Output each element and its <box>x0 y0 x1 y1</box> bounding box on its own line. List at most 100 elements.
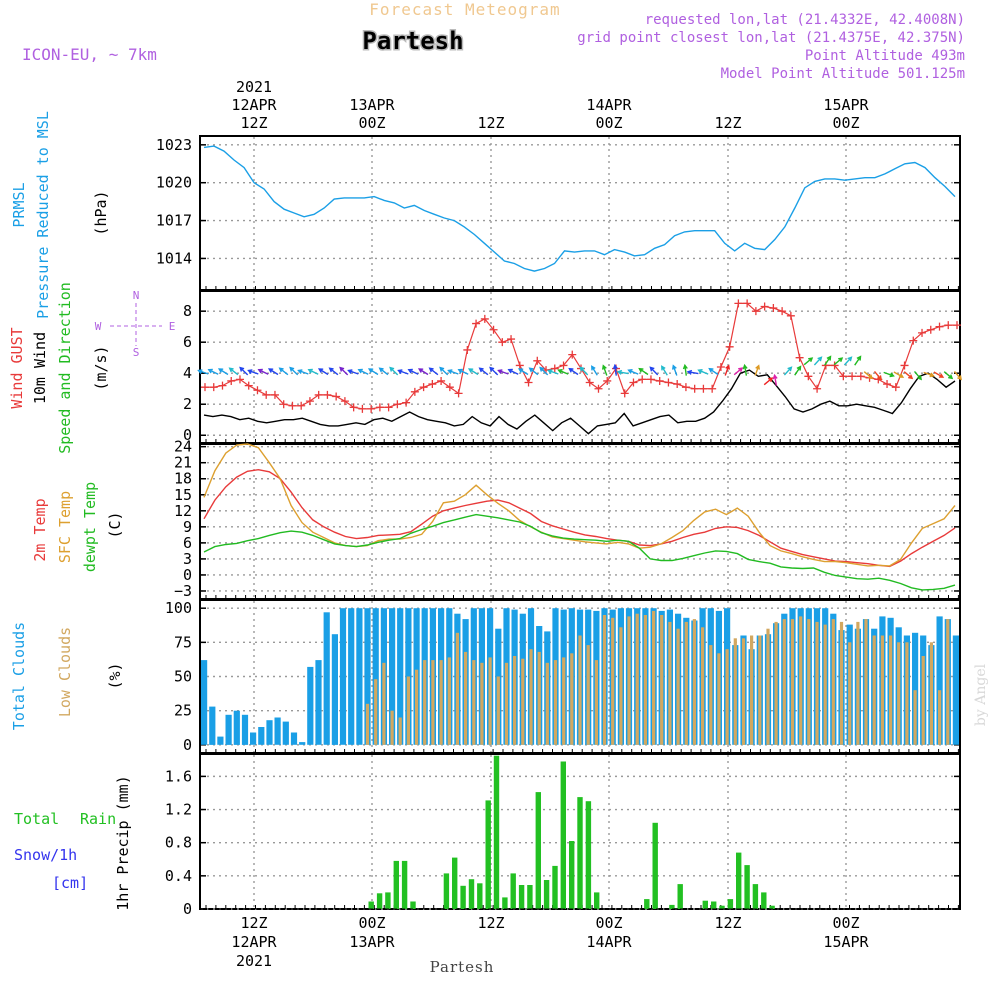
low-cloud-bar-58 <box>676 628 680 745</box>
rain-bar-56 <box>669 904 675 909</box>
ytick-label-3-0: 0 <box>183 736 192 754</box>
compass-e: E <box>169 320 176 333</box>
gust-marker-37 <box>524 378 533 387</box>
low-cloud-bar-66 <box>741 638 746 745</box>
bottom-time-hour-3: 00Z <box>595 914 622 932</box>
total-cloud-bar-10 <box>282 721 289 745</box>
total-cloud-bar-16 <box>331 634 338 745</box>
low-cloud-bar-59 <box>684 621 688 745</box>
low-cloud-bar-88 <box>921 656 925 745</box>
gust-marker-20 <box>375 403 384 412</box>
ytick-label-3-2: 50 <box>174 668 192 686</box>
low-cloud-bar-81 <box>864 619 868 745</box>
gust-marker-26 <box>428 380 437 389</box>
rain-bar-65 <box>744 865 750 909</box>
prmsl-desc-label: Pressure Reduced to MSL <box>34 111 52 319</box>
low-cloud-bar-22 <box>382 662 386 745</box>
panels: 101410171020102302468−303691215182124025… <box>156 135 963 918</box>
wind-arrow-55 <box>754 364 760 376</box>
rain-bar-35 <box>493 755 500 909</box>
total-cloud-bar-0 <box>201 660 208 745</box>
gust-marker-82 <box>918 328 927 337</box>
gust-marker-35 <box>507 335 516 344</box>
bottom-time-date-3: 14APR <box>586 933 632 951</box>
low-cloud-bar-35 <box>488 657 492 745</box>
wind-arrow-64 <box>843 356 853 366</box>
wind-arrow-56 <box>763 377 774 386</box>
wind-arrow-50 <box>697 369 709 375</box>
wind-arrow-16 <box>357 368 369 375</box>
gust-marker-70 <box>813 384 822 393</box>
dewpt-label: dewpt Temp <box>81 482 99 572</box>
gust-marker-17 <box>349 403 358 412</box>
wind-arrow-59 <box>794 365 802 376</box>
wind-arrow-39 <box>591 365 598 376</box>
total-cloud-bar-4 <box>233 710 240 745</box>
wind-arrow-61 <box>813 356 823 366</box>
low-cloud-bar-83 <box>880 635 884 745</box>
temp-unit-label: (C) <box>106 511 124 538</box>
wind-arrow-19 <box>389 366 399 376</box>
top-time-date-0: 12APR <box>231 96 277 114</box>
wind-arrow-37 <box>568 367 579 376</box>
location-title-front: Partesh <box>362 27 463 55</box>
total-cloud-bar-1 <box>209 706 216 745</box>
precip-unit-label: 1hr Precip (mm) <box>114 775 132 910</box>
footer-location: Partesh <box>430 958 495 976</box>
rain-bar-40 <box>535 792 541 909</box>
low-cloud-bar-23 <box>390 710 394 745</box>
gust-marker-46 <box>603 376 612 385</box>
total-cloud-bar-14 <box>315 660 322 745</box>
gust-marker-15 <box>332 392 341 401</box>
total-cloud-bar-9 <box>274 717 281 745</box>
wind-arrow-49 <box>686 369 699 375</box>
total-cloud-bar-92 <box>952 635 959 745</box>
wind-arrow-27 <box>467 368 479 376</box>
panel-frame-2 <box>199 443 961 600</box>
gust-marker-23 <box>402 398 411 407</box>
wind-arrow-32 <box>517 368 529 376</box>
total-cloud-bar-5 <box>241 714 249 745</box>
wind-arrow-0 <box>197 369 209 375</box>
low-cloud-bar-50 <box>611 617 615 745</box>
low-cloud-bar-72 <box>790 619 795 745</box>
wind-direction-arrows <box>197 355 963 386</box>
gust-marker-4 <box>235 375 244 384</box>
gust-marker-1 <box>209 383 218 392</box>
wind-arrow-11 <box>307 368 319 375</box>
low-cloud-bar-32 <box>464 651 468 745</box>
wind-unit-label: (m/s) <box>92 345 110 390</box>
low-cloud-bar-28 <box>431 660 435 745</box>
total-cloud-bar-13 <box>307 666 314 745</box>
wind-label: 10m Wind <box>31 332 49 404</box>
gust-marker-57 <box>699 384 708 393</box>
low-cloud-bar-48 <box>594 660 598 745</box>
direction-label: Speed and Direction <box>56 282 74 454</box>
rain-bar-24 <box>401 860 408 909</box>
ytick-label-4-0: 0 <box>183 900 192 918</box>
gust-marker-12 <box>305 397 314 406</box>
panel-1: 0 2 4 6 8 <box>183 290 961 444</box>
gust-marker-5 <box>244 381 253 390</box>
gust-marker-62 <box>743 299 752 308</box>
low-cloud-bar-52 <box>627 616 631 745</box>
rain-bar-66 <box>752 884 759 909</box>
low-cloud-bar-34 <box>480 662 484 745</box>
low-cloud-bar-70 <box>774 621 778 745</box>
gust-marker-14 <box>323 390 332 399</box>
gust-marker-42 <box>568 350 577 359</box>
gust-marker-60 <box>725 342 734 351</box>
wind-arrow-24 <box>439 366 449 376</box>
wind-arrow-67 <box>873 370 883 381</box>
gust-marker-56 <box>690 384 699 393</box>
rain-bar-25 <box>410 901 416 909</box>
precip-panel-labels: Total Rain Snow/1h [cm] 1hr Precip (mm) <box>14 775 132 910</box>
gust-marker-3 <box>227 376 236 385</box>
top-time-hour-2: 12Z <box>477 114 504 132</box>
gust-marker-19 <box>367 404 376 413</box>
wind-arrow-3 <box>228 367 239 376</box>
model-label: ICON-EU, ~ 7km <box>22 45 157 64</box>
low-cloud-bar-47 <box>586 645 590 745</box>
